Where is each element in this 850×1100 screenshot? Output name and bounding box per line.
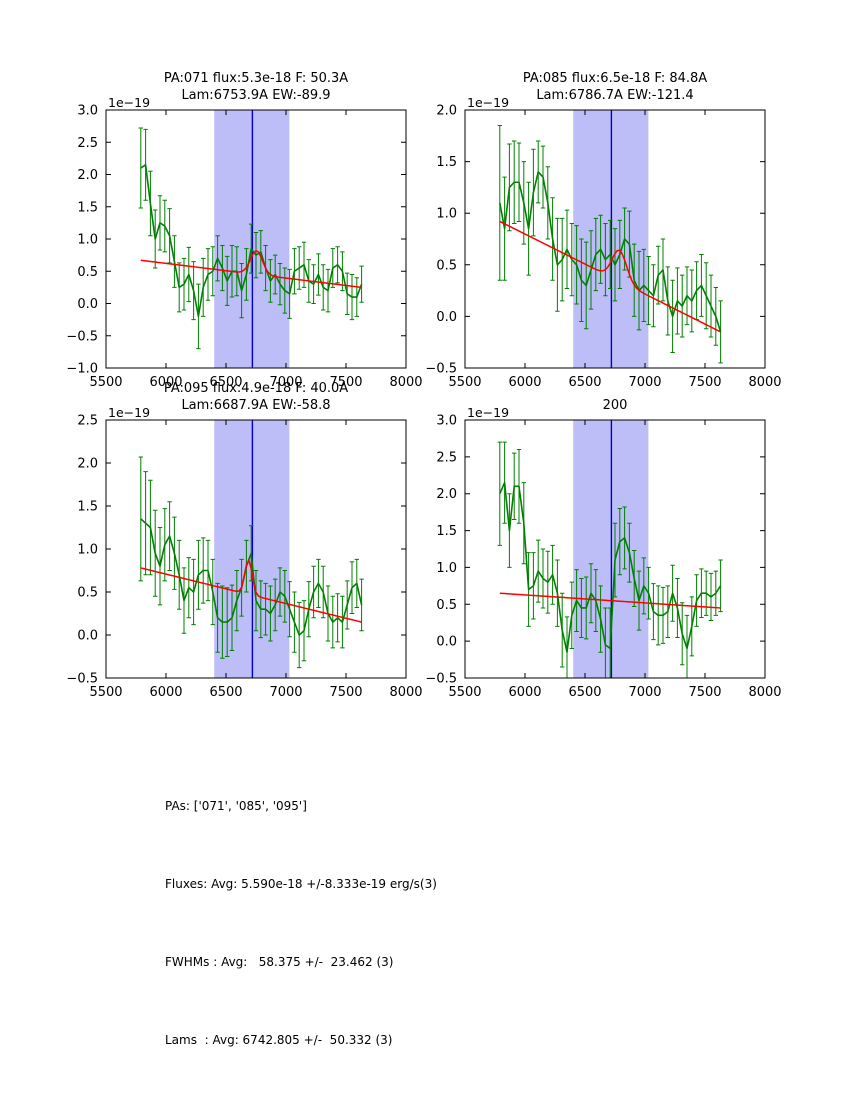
x-tick-label: 5500 <box>89 375 122 390</box>
axis-ticks <box>105 419 407 679</box>
continuum-fit-line <box>140 557 362 623</box>
x-tick-label: 6500 <box>209 375 242 390</box>
subplot-plot-area: 5500 6000 6500 7000 7500 8000 2.5 2.0 1.5 1.0 0.5 0… <box>66 406 422 700</box>
x-tick-label: 5500 <box>89 685 122 700</box>
y-tick-label: −0.5 <box>425 672 457 687</box>
x-tick-label: 7000 <box>269 375 302 390</box>
spectrum-line <box>499 481 722 653</box>
y-tick-label: 0.5 <box>436 258 457 273</box>
y-tick-label: −0.5 <box>66 329 98 344</box>
y-tick-label: 2.0 <box>436 104 457 119</box>
x-tick-label: 6500 <box>209 685 242 700</box>
subplot-title: PA:071 flux:5.3e-18 F: 50.3A Lam:6753.9A… <box>163 71 349 103</box>
axes-frame <box>464 109 766 369</box>
axis-ticks <box>464 419 766 679</box>
y-tick-label: 2.5 <box>436 450 457 465</box>
subplot-stack-200: 200 5500 6000 6500 7000 7500 8000 3.0 2.5 2.0 1.5… <box>405 370 785 704</box>
x-tick-label: 7500 <box>688 685 721 700</box>
x-tick-label: 6500 <box>568 375 601 390</box>
axis-offset-label: 1e−19 <box>108 96 150 110</box>
subplot-plot-area: 5500 6000 6500 7000 7500 8000 3.0 2.5 2.0 1.5 1.0 0… <box>425 406 781 700</box>
y-tick-label: 1.0 <box>77 233 98 248</box>
y-tick-label: 1.0 <box>436 561 457 576</box>
y-tick-label: −1.0 <box>66 362 98 377</box>
subplot-plot-area: 5500 6000 6500 7000 7500 8000 2.0 1.5 1.0 0.5 0.0 −… <box>425 96 781 390</box>
x-tick-label: 7500 <box>329 375 362 390</box>
x-tick-label: 6500 <box>568 685 601 700</box>
axes-frame <box>464 419 766 679</box>
summary-line-lams: Lams : Avg: 6742.805 +/- 50.332 (3) <box>165 1033 393 1047</box>
y-tick-label: 1.0 <box>77 543 98 558</box>
x-tick-label: 6000 <box>508 685 541 700</box>
x-tick-label: 6000 <box>508 375 541 390</box>
x-tick-label: 8000 <box>389 685 422 700</box>
subplot-pa-071: PA:071 flux:5.3e-18 F: 50.3A Lam:6753.9A… <box>46 60 426 394</box>
y-tick-label: 1.5 <box>77 500 98 515</box>
subplot-pa-085: PA:085 flux:6.5e-18 F: 84.8A Lam:6786.7A… <box>405 60 785 394</box>
y-tick-label: 3.0 <box>77 104 98 119</box>
y-tick-label: −0.5 <box>66 672 98 687</box>
x-tick-label: 7500 <box>329 685 362 700</box>
spectrum-line <box>499 171 722 333</box>
summary-line-fluxes: Fluxes: Avg: 5.590e-18 +/-8.333e-19 erg/… <box>165 877 437 891</box>
y-tick-label: 2.0 <box>77 457 98 472</box>
y-tick-label: 1.0 <box>436 207 457 222</box>
axis-ticks <box>105 109 407 369</box>
y-tick-label: 1.5 <box>77 200 98 215</box>
spectrum-line <box>140 518 363 636</box>
x-tick-label: 6000 <box>149 685 182 700</box>
continuum-fit-line <box>499 592 721 609</box>
summary-line-pas: PAs: ['071', '085', '095'] <box>165 799 307 813</box>
axis-offset-label: 1e−19 <box>467 406 509 420</box>
summary-text-block: PAs: ['071', '085', '095'] Fluxes: Avg: … <box>165 741 437 1100</box>
x-tick-label: 8000 <box>389 375 422 390</box>
y-tick-label: 2.0 <box>77 168 98 183</box>
x-tick-label: 8000 <box>748 685 781 700</box>
x-tick-label: 7000 <box>269 685 302 700</box>
subplot-title: 200 <box>602 398 628 413</box>
y-tick-label: −0.5 <box>425 362 457 377</box>
continuum-fit-line <box>140 249 362 289</box>
spectrum-line <box>140 164 363 318</box>
x-tick-label: 7000 <box>628 375 661 390</box>
subplot-title: PA:085 flux:6.5e-18 F: 84.8A Lam:6786.7A… <box>522 71 708 103</box>
x-tick-label: 7500 <box>688 375 721 390</box>
subplot-title: PA:095 flux:4.9e-18 F: 40.0A Lam:6687.9A… <box>163 381 349 413</box>
y-tick-label: 0.0 <box>77 297 98 312</box>
y-tick-label: 0.0 <box>436 310 457 325</box>
continuum-fit-line <box>499 220 721 333</box>
x-tick-label: 5500 <box>448 685 481 700</box>
summary-line-fwhms: FWHMs : Avg: 58.375 +/- 23.462 (3) <box>165 955 394 969</box>
y-tick-label: 2.0 <box>436 487 457 502</box>
y-tick-label: 2.5 <box>77 414 98 429</box>
y-tick-label: 0.0 <box>77 629 98 644</box>
y-tick-label: 0.5 <box>77 586 98 601</box>
y-tick-label: 1.5 <box>436 524 457 539</box>
y-tick-label: 3.0 <box>436 414 457 429</box>
data-layer <box>497 441 723 678</box>
y-tick-label: 1.5 <box>436 155 457 170</box>
data-layer <box>138 456 364 669</box>
data-layer <box>138 127 364 350</box>
y-tick-label: 0.5 <box>436 598 457 613</box>
axis-offset-label: 1e−19 <box>467 96 509 110</box>
x-tick-label: 8000 <box>748 375 781 390</box>
axis-ticks <box>464 109 766 369</box>
subplot-plot-area: 5500 6000 6500 7000 7500 8000 3.0 2.5 2.0 1.5 1.0 0… <box>66 96 422 390</box>
x-tick-label: 6000 <box>149 375 182 390</box>
x-tick-label: 5500 <box>448 375 481 390</box>
y-tick-label: 0.0 <box>436 635 457 650</box>
axis-offset-label: 1e−19 <box>108 406 150 420</box>
data-layer <box>497 124 723 364</box>
subplot-pa-095: PA:095 flux:4.9e-18 F: 40.0A Lam:6687.9A… <box>46 370 426 704</box>
x-tick-label: 7000 <box>628 685 661 700</box>
y-tick-label: 0.5 <box>77 265 98 280</box>
y-tick-label: 2.5 <box>77 136 98 151</box>
